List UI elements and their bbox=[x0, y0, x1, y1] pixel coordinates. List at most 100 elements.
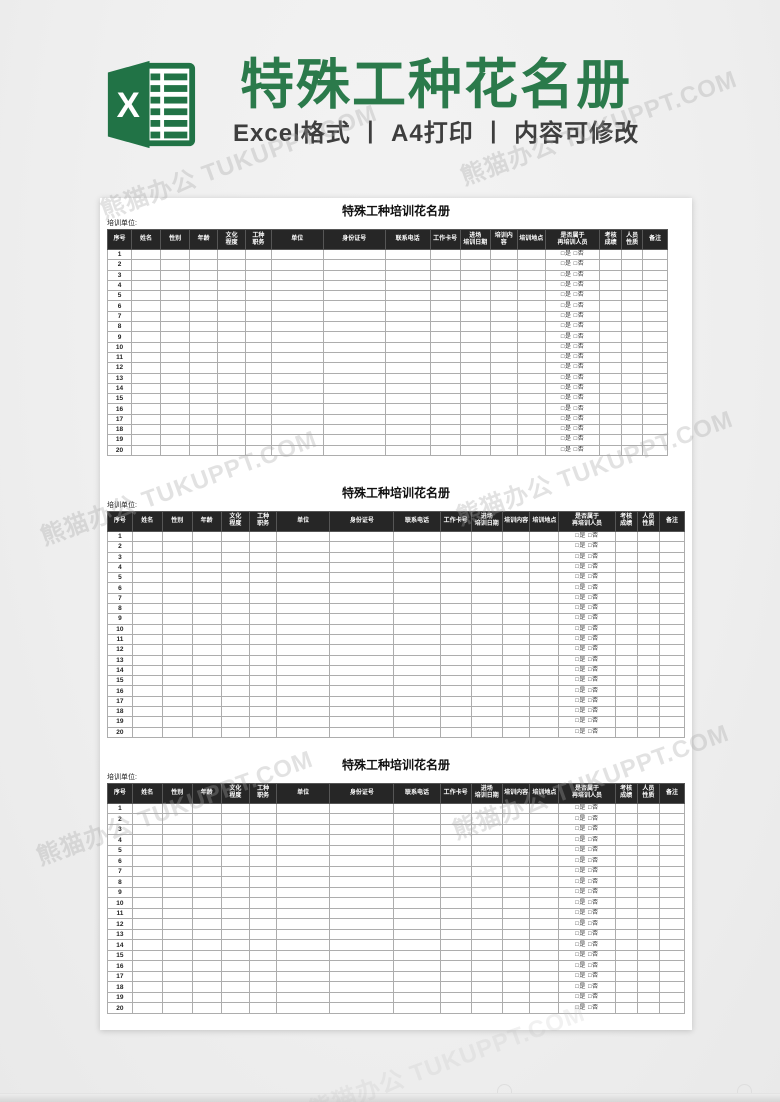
row-number: 18 bbox=[107, 981, 133, 993]
table-row: 11 □是 □否 bbox=[106, 351, 668, 364]
empty-cell-peixun-neirong bbox=[501, 582, 531, 594]
empty-cell-nianling bbox=[191, 551, 222, 563]
retrain-checkbox-cell: □是 □否 bbox=[544, 424, 601, 436]
empty-cell-xingbie bbox=[161, 726, 193, 738]
empty-cell-jinchang-peixun-riqi bbox=[470, 907, 503, 920]
empty-cell-kaohe-chengji bbox=[599, 413, 622, 426]
empty-cell-lianxi-dianhua bbox=[393, 592, 441, 605]
empty-cell-peixun-didian bbox=[529, 813, 560, 825]
empty-cell-beizhu bbox=[642, 393, 668, 405]
table-row: 4 □是 □否 bbox=[106, 279, 668, 292]
empty-cell-renyuan-xingzhi bbox=[620, 351, 644, 364]
empty-cell-jinchang-peixun-riqi bbox=[459, 248, 491, 261]
empty-cell-gongzuo-kahao bbox=[439, 572, 472, 584]
empty-cell-wenhua-chengdu bbox=[220, 897, 251, 909]
empty-cell-danwei bbox=[275, 551, 331, 563]
retrain-checkbox-cell: □是 □否 bbox=[544, 403, 601, 415]
empty-cell-peixun-didian bbox=[516, 424, 546, 436]
empty-cell-gongzuo-kahao bbox=[429, 362, 461, 374]
empty-cell-peixun-didian bbox=[529, 823, 560, 836]
empty-cell-gongzuo-kahao bbox=[429, 259, 461, 271]
empty-cell-peixun-neirong bbox=[489, 444, 518, 456]
empty-cell-xingbie bbox=[160, 424, 191, 436]
empty-cell-peixun-didian bbox=[516, 269, 546, 281]
empty-cell-peixun-neirong bbox=[489, 300, 518, 312]
empty-cell-lianxi-dianhua bbox=[393, 603, 441, 615]
column-header-xingming: 姓名 bbox=[131, 229, 162, 250]
empty-cell-renyuan-xingzhi bbox=[636, 823, 661, 836]
empty-cell-xingming bbox=[131, 834, 163, 846]
empty-cell-danwei bbox=[275, 541, 331, 553]
empty-cell-peixun-neirong bbox=[501, 654, 531, 666]
empty-cell-xingming bbox=[131, 561, 163, 574]
column-header-xuhao: 序号 bbox=[107, 510, 133, 532]
column-header-jinchang-peixun-riqi: 进场 培训日期 bbox=[459, 229, 491, 250]
empty-cell-wenhua-chengdu bbox=[220, 886, 251, 899]
row-number: 4 bbox=[106, 279, 133, 292]
row-number: 10 bbox=[107, 623, 133, 635]
row-number: 6 bbox=[107, 855, 133, 867]
retrain-checkbox-cell: □是 □否 bbox=[558, 551, 616, 563]
empty-cell-danwei bbox=[275, 865, 331, 878]
empty-cell-peixun-didian bbox=[516, 372, 546, 384]
empty-cell-kaohe-chengji bbox=[614, 654, 638, 666]
empty-cell-kaohe-chengji bbox=[614, 907, 638, 920]
empty-cell-beizhu bbox=[659, 572, 685, 584]
empty-cell-wenhua-chengdu bbox=[220, 572, 251, 584]
empty-cell-jinchang-peixun-riqi bbox=[470, 823, 503, 836]
empty-cell-renyuan-xingzhi bbox=[620, 269, 644, 281]
retrain-checkbox-cell: □是 □否 bbox=[558, 603, 616, 615]
empty-cell-peixun-neirong bbox=[501, 907, 531, 920]
table-row: 13 □是 □否 bbox=[106, 372, 668, 384]
empty-cell-gongzuo-kahao bbox=[439, 949, 472, 962]
empty-cell-shenfenzheng-hao bbox=[329, 726, 395, 738]
footer-silhouette bbox=[497, 1084, 512, 1093]
empty-cell-gongzhong-zhiwu bbox=[249, 541, 277, 553]
empty-cell-gongzuo-kahao bbox=[429, 279, 461, 292]
empty-cell-renyuan-xingzhi bbox=[636, 970, 661, 983]
empty-cell-gongzuo-kahao bbox=[429, 444, 461, 456]
table-row: 8 □是 □否 bbox=[107, 876, 685, 888]
empty-cell-peixun-neirong bbox=[501, 551, 531, 563]
empty-cell-beizhu bbox=[659, 561, 685, 574]
empty-cell-peixun-neirong bbox=[501, 813, 531, 825]
empty-cell-beizhu bbox=[642, 331, 668, 343]
empty-cell-peixun-neirong bbox=[489, 279, 518, 292]
row-number: 20 bbox=[107, 726, 133, 738]
empty-cell-lianxi-dianhua bbox=[393, 855, 441, 867]
column-header-beizhu: 备注 bbox=[659, 510, 685, 532]
empty-cell-peixun-didian bbox=[529, 1002, 560, 1014]
column-header-renyuan-xingzhi: 人员 性质 bbox=[620, 229, 644, 250]
empty-cell-xingbie bbox=[160, 269, 191, 281]
empty-cell-shenfenzheng-hao bbox=[329, 675, 395, 687]
retrain-checkbox-cell: □是 □否 bbox=[558, 541, 616, 553]
empty-cell-nianling bbox=[191, 1002, 222, 1014]
column-header-kaohe-chengji: 考核 成绩 bbox=[599, 229, 622, 250]
empty-cell-shenfenzheng-hao bbox=[322, 444, 386, 456]
empty-cell-xingbie bbox=[161, 716, 193, 728]
empty-cell-gongzhong-zhiwu bbox=[249, 918, 277, 930]
row-number: 8 bbox=[107, 603, 133, 615]
empty-cell-gongzuo-kahao bbox=[439, 726, 472, 738]
empty-cell-renyuan-xingzhi bbox=[636, 551, 661, 563]
empty-cell-gongzhong-zhiwu bbox=[249, 561, 277, 574]
empty-cell-beizhu bbox=[659, 865, 685, 878]
empty-cell-gongzuo-kahao bbox=[439, 530, 472, 543]
empty-cell-nianling bbox=[189, 269, 219, 281]
empty-cell-xingming bbox=[131, 310, 162, 323]
empty-cell-peixun-neirong bbox=[489, 310, 518, 323]
empty-cell-xingming bbox=[131, 434, 162, 446]
empty-cell-lianxi-dianhua bbox=[393, 530, 441, 543]
row-number: 18 bbox=[107, 705, 133, 718]
empty-cell-nianling bbox=[191, 685, 222, 697]
empty-cell-kaohe-chengji bbox=[599, 382, 622, 395]
empty-cell-nianling bbox=[189, 413, 219, 426]
empty-cell-xingbie bbox=[161, 530, 193, 543]
empty-cell-gongzuo-kahao bbox=[439, 541, 472, 553]
empty-cell-gongzhong-zhiwu bbox=[249, 623, 277, 635]
empty-cell-peixun-neirong bbox=[489, 382, 518, 395]
empty-cell-wenhua-chengdu bbox=[220, 939, 251, 951]
empty-cell-peixun-neirong bbox=[501, 623, 531, 635]
empty-cell-wenhua-chengdu bbox=[217, 393, 247, 405]
empty-cell-peixun-neirong bbox=[489, 362, 518, 374]
